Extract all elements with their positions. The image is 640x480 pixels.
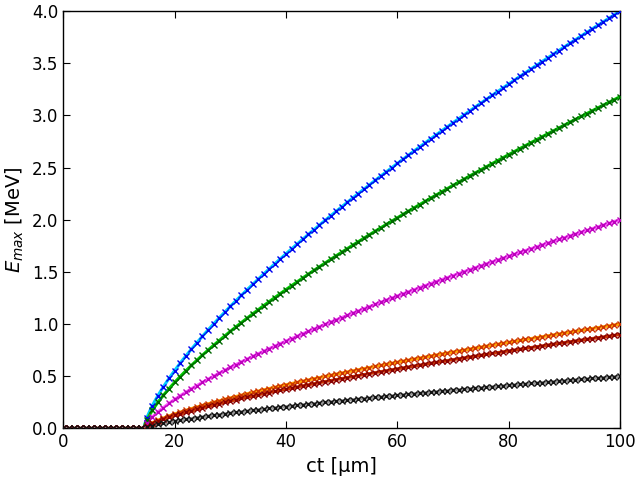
X-axis label: ct [μm]: ct [μm]: [306, 457, 377, 476]
Y-axis label: $E_{max}$ [MeV]: $E_{max}$ [MeV]: [4, 167, 26, 273]
